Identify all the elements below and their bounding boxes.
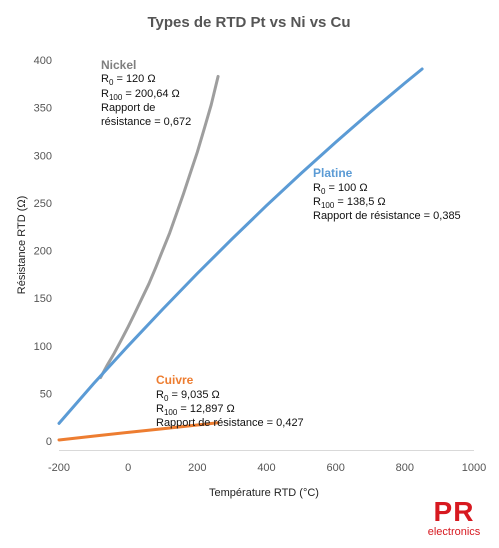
x-tick-label: 0 [125, 462, 131, 474]
pr-electronics-logo: PR electronics [419, 496, 489, 539]
x-tick-label: 600 [326, 462, 344, 474]
annotation-platine-r0: R0 = 100 Ω [313, 182, 368, 196]
y-tick-label: 300 [34, 150, 52, 162]
annotation-platine-r100: R100 = 138,5 Ω [313, 196, 386, 210]
y-tick-label: 350 [34, 103, 52, 115]
y-tick-label: 400 [34, 55, 52, 67]
x-axis-ticks: -200 0 200 400 600 800 1000 [48, 462, 486, 474]
annotation-nickel-title: Nickel [101, 58, 136, 72]
x-tick-label: -200 [48, 462, 70, 474]
chart-title: Types de RTD Pt vs Ni vs Cu [147, 14, 350, 31]
annotation-nickel-ratio-1: Rapport de [101, 102, 155, 114]
annotation-nickel: Nickel R0 = 120 Ω R100 = 200,64 Ω Rappor… [101, 58, 191, 128]
x-tick-label: 1000 [462, 462, 486, 474]
annotation-platine: Platine R0 = 100 Ω R100 = 138,5 Ω Rappor… [313, 166, 461, 222]
annotation-cuivre-ratio: Rapport de résistance = 0,427 [156, 417, 304, 429]
logo-text: electronics [427, 526, 481, 538]
series-lines [57, 67, 424, 442]
y-tick-label: 150 [34, 293, 52, 305]
annotation-cuivre-r0: R0 = 9,035 Ω [156, 389, 220, 403]
logo-mark: PR [433, 496, 475, 527]
annotation-cuivre-r100: R100 = 12,897 Ω [156, 403, 235, 417]
annotation-platine-ratio: Rapport de résistance = 0,385 [313, 210, 461, 222]
series-line-nickel [99, 74, 220, 380]
y-axis-title: Résistance RTD (Ω) [16, 196, 28, 294]
y-tick-label: 0 [46, 436, 52, 448]
y-tick-label: 200 [34, 246, 52, 258]
y-tick-label: 250 [34, 198, 52, 210]
annotation-platine-title: Platine [313, 166, 353, 180]
series-line-platine [57, 67, 424, 425]
x-tick-label: 800 [396, 462, 414, 474]
y-tick-label: 100 [34, 341, 52, 353]
annotation-cuivre: Cuivre R0 = 9,035 Ω R100 = 12,897 Ω Rapp… [156, 373, 304, 429]
x-tick-label: 400 [257, 462, 275, 474]
annotation-nickel-r0: R0 = 120 Ω [101, 73, 156, 87]
annotation-nickel-r100: R100 = 200,64 Ω [101, 88, 180, 102]
annotation-nickel-ratio-2: résistance = 0,672 [101, 116, 191, 128]
series-line-cuivre [57, 421, 220, 442]
y-axis-ticks: 0 50 100 150 200 250 300 350 400 [34, 55, 52, 448]
annotation-cuivre-title: Cuivre [156, 373, 194, 387]
x-axis-title: Température RTD (°C) [209, 487, 319, 499]
y-tick-label: 50 [40, 388, 52, 400]
x-tick-label: 200 [188, 462, 206, 474]
